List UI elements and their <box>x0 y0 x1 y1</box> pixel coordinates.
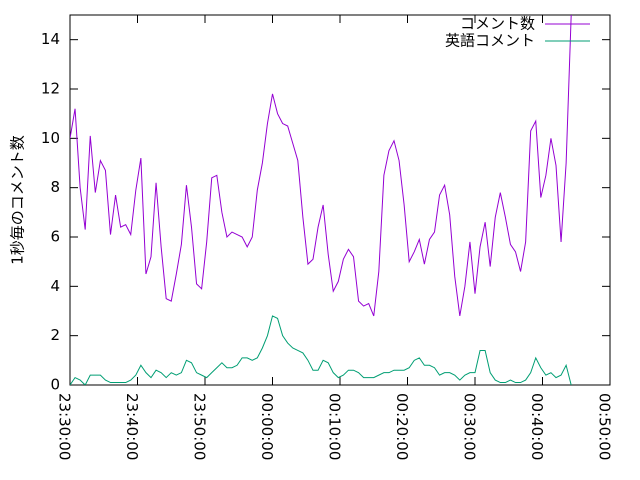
x-tick-label: 00:50:00 <box>596 393 614 460</box>
x-tick-label: 00:30:00 <box>461 393 479 460</box>
legend-label: 英語コメント <box>445 32 535 50</box>
legend-label: コメント数 <box>460 15 535 33</box>
y-tick-label: 6 <box>50 228 60 246</box>
x-tick-label: 23:40:00 <box>123 393 141 460</box>
y-axis-label: 1秒毎のコメント数 <box>9 135 27 265</box>
x-tick-label: 00:20:00 <box>393 393 411 460</box>
y-tick-label: 12 <box>41 80 60 98</box>
y-tick-label: 0 <box>50 376 60 394</box>
y-tick-label: 14 <box>41 30 60 48</box>
x-tick-label: 00:10:00 <box>326 393 344 460</box>
x-tick-label: 00:40:00 <box>528 393 546 460</box>
x-tick-label: 23:30:00 <box>56 393 74 460</box>
y-tick-label: 2 <box>50 326 60 344</box>
plot-border <box>69 14 611 386</box>
x-tick-label: 00:00:00 <box>258 393 276 460</box>
x-tick-label: 23:50:00 <box>191 393 209 460</box>
y-tick-label: 8 <box>50 178 60 196</box>
y-tick-label: 4 <box>50 277 60 295</box>
series-line <box>70 15 572 317</box>
series-line <box>70 315 572 385</box>
y-tick-label: 10 <box>41 129 60 147</box>
